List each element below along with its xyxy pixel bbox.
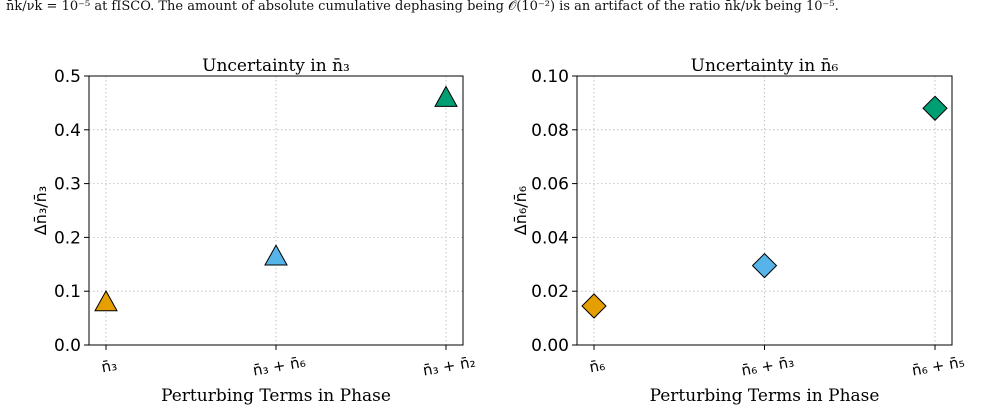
y-tick-label: 0.0 [54,336,81,356]
chart-title: Uncertainty in n̄₃ [202,56,350,76]
y-tick-label: 0.3 [54,175,81,195]
y-tick-label: 0.4 [54,121,81,141]
y-tick-label: 0.00 [531,336,569,356]
y-tick-label: 0.06 [531,175,569,195]
x-axis-label: Perturbing Terms in Phase [161,386,391,406]
data-point [94,289,118,312]
y-tick-label: 0.5 [54,67,81,87]
data-point [922,95,948,121]
y-tick-label: 0.02 [531,282,569,302]
x-tick-label: n̄₃ + n̄₆ [251,353,306,380]
y-tick-label: 0.10 [531,67,569,87]
y-tick-label: 0.2 [54,228,81,248]
data-point [581,293,607,319]
y-axis-label: Δn̄₆/n̄₆ [511,186,530,235]
x-tick-label: n̄₆ + n̄₃ [740,353,795,380]
chart-panel-1: 0.0 0.1 0.2 0.3 0.4 0.5 n̄₃ n̄₃ + n̄₆ n̄₃ + n̄₂ U… [31,56,477,406]
figure-caption: n̄k/νk = 10⁻⁵ at fISCO. The amount of ab… [6,0,839,14]
x-tick-label: n̄₆ + n̄₅ [910,353,965,380]
data-point [434,85,458,107]
x-axis-label: Perturbing Terms in Phase [650,386,880,406]
y-tick-label: 0.04 [531,228,569,248]
data-point [264,244,288,266]
data-point [751,252,778,279]
x-tick-label: n̄₆ [588,356,606,376]
x-tick-label: n̄₃ [100,356,118,376]
chart-title: Uncertainty in n̄₆ [691,56,839,76]
x-tick-label: n̄₃ + n̄₂ [421,353,476,380]
y-tick-label: 0.08 [531,121,569,141]
y-tick-label: 0.1 [54,282,81,302]
chart-panel-2: 0.00 0.02 0.04 0.06 0.08 0.10 n̄₆ n̄₆ + n̄₃ n̄₆ … [511,56,966,406]
y-axis-label: Δn̄₃/n̄₃ [31,186,50,235]
